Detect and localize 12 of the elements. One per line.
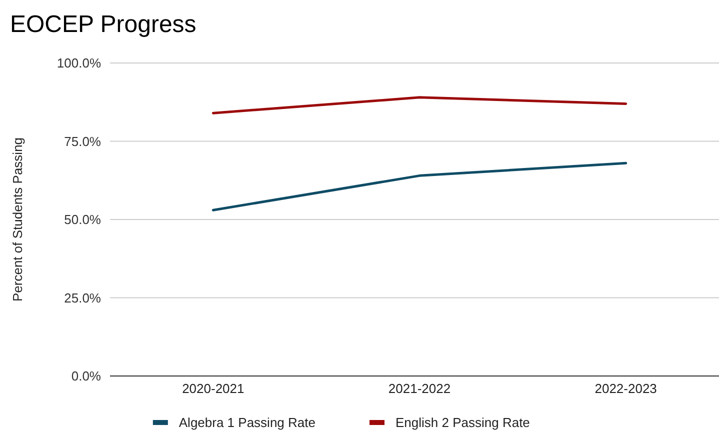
y-tick-label: 75.0% — [64, 134, 102, 149]
y-tick-label: 50.0% — [64, 212, 102, 228]
y-tick-label: 25.0% — [64, 290, 102, 306]
y-tick-label: 0.0% — [71, 368, 102, 384]
y-tick-label: 100.0% — [56, 56, 102, 71]
legend-label: Algebra 1 Passing Rate — [178, 415, 316, 430]
y-axis-title: Percent of Students Passing — [10, 137, 25, 302]
legend-label: English 2 Passing Rate — [396, 415, 530, 430]
x-tick-label: 2022-2023 — [594, 381, 657, 396]
x-tick-label: 2020-2021 — [182, 381, 244, 396]
chart-title: EOCEP Progress — [10, 11, 196, 38]
x-tick-label: 2021-2022 — [388, 381, 451, 396]
